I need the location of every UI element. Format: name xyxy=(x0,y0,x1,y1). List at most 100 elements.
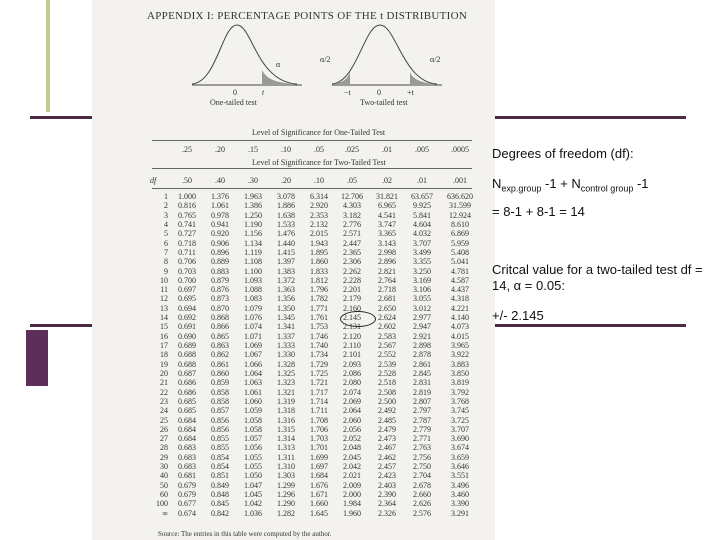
value-cell: 0.855 xyxy=(211,434,229,444)
value-cell: 3.291 xyxy=(451,508,469,518)
value-cell: 1.064 xyxy=(244,368,262,378)
value-cell: 0.683 xyxy=(178,443,196,453)
two-tailed-level: .01 xyxy=(417,176,427,185)
value-cell: 0.686 xyxy=(178,387,196,397)
value-cell: 0.688 xyxy=(178,350,196,360)
df-cell: 100 xyxy=(156,499,168,509)
value-cell: 1.708 xyxy=(310,415,328,425)
df-cell: 50 xyxy=(160,480,168,490)
value-cell: 1.699 xyxy=(310,452,328,462)
value-cell: 2.552 xyxy=(378,350,396,360)
value-cell: 1.660 xyxy=(310,499,328,509)
value-cell: 3.674 xyxy=(451,443,469,453)
value-cell: 1.376 xyxy=(211,192,229,201)
curve-caption: One-tailed test xyxy=(210,98,257,107)
two-tailed-level: .10 xyxy=(314,176,324,185)
value-cell: 1.316 xyxy=(277,415,295,425)
value-cell: 0.689 xyxy=(178,341,196,351)
two-tailed-level: .30 xyxy=(248,176,258,185)
value-cell: 2.920 xyxy=(310,201,328,211)
df-cell: 18 xyxy=(160,350,168,360)
value-cell: 31.599 xyxy=(449,201,471,211)
value-cell: 1.050 xyxy=(244,471,262,481)
value-cell: 4.318 xyxy=(451,294,469,304)
value-cell: 2.831 xyxy=(413,378,431,388)
value-cell: 2.845 xyxy=(413,368,431,378)
formula-part: -1 xyxy=(633,176,649,191)
value-cell: 3.365 xyxy=(378,229,396,239)
value-cell: 2.567 xyxy=(378,341,396,351)
value-cell: 2.423 xyxy=(378,471,396,481)
value-cell: 2.048 xyxy=(343,443,361,453)
value-cell: 2.060 xyxy=(343,415,361,425)
value-cell: 1.299 xyxy=(277,480,295,490)
value-cell: 3.055 xyxy=(413,294,431,304)
value-cell: 2.326 xyxy=(378,508,396,518)
value-cell: 1.943 xyxy=(310,238,328,248)
value-cell: 2.467 xyxy=(378,443,396,453)
value-cell: 1.290 xyxy=(277,499,295,509)
value-cell: 1.645 xyxy=(310,508,328,518)
value-cell: 4.221 xyxy=(451,303,469,313)
value-cell: 1.895 xyxy=(310,247,328,257)
value-cell: 1.313 xyxy=(277,443,295,453)
value-cell: 0.694 xyxy=(178,303,196,313)
value-cell: 2.819 xyxy=(413,387,431,397)
value-cell: 0.816 xyxy=(178,201,196,211)
df-cell: 28 xyxy=(160,443,168,453)
value-cell: 1.314 xyxy=(277,434,295,444)
value-cell: 2.364 xyxy=(378,499,396,509)
value-cell: 1.061 xyxy=(244,387,262,397)
value-cell: 2.878 xyxy=(413,350,431,360)
value-cell: 0.896 xyxy=(211,247,229,257)
value-cell: 1.093 xyxy=(244,275,262,285)
value-cell: 2.021 xyxy=(343,471,361,481)
value-cell: 0.685 xyxy=(178,396,196,406)
value-cell: 1.721 xyxy=(310,378,328,388)
source-note: Source: The entries in this table were c… xyxy=(158,530,332,538)
value-cell: 0.684 xyxy=(178,424,196,434)
value-cell: 1.337 xyxy=(277,331,295,341)
curve-caption: Two-tailed test xyxy=(360,98,408,107)
value-cell: 2.042 xyxy=(343,462,361,472)
value-cell: 0.855 xyxy=(211,443,229,453)
df-cell: 8 xyxy=(164,257,168,267)
value-cell: 1.318 xyxy=(277,406,295,416)
value-cell: 2.539 xyxy=(378,359,396,369)
value-cell: 0.727 xyxy=(178,229,196,239)
value-cell: 1.088 xyxy=(244,285,262,295)
value-cell: 1.860 xyxy=(310,257,328,267)
value-cell: 1.303 xyxy=(277,471,295,481)
two-tailed-level: .001 xyxy=(453,176,467,185)
df-cell: 21 xyxy=(160,378,168,388)
df-cell: 9 xyxy=(164,266,168,276)
df-cell: 6 xyxy=(164,238,168,248)
value-cell: 2.064 xyxy=(343,406,361,416)
curve-label: 0 xyxy=(233,88,237,97)
two-tailed-level: .20 xyxy=(281,176,291,185)
value-cell: 2.998 xyxy=(378,247,396,257)
value-cell: 1.697 xyxy=(310,462,328,472)
curve-label: α/2 xyxy=(430,55,441,64)
value-cell: 4.303 xyxy=(343,201,361,211)
value-cell: 2.131 xyxy=(343,322,361,332)
curve-label: α xyxy=(276,60,281,69)
value-cell: 1.671 xyxy=(310,490,328,500)
curve-label: +t xyxy=(407,88,414,97)
formula: Nexp.group -1 + Ncontrol group -1 xyxy=(492,176,707,197)
df-cell: 10 xyxy=(160,275,168,285)
value-cell: 0.674 xyxy=(178,508,196,518)
two-tailed-level: .05 xyxy=(347,176,357,185)
curves xyxy=(191,24,442,86)
df-cell: 60 xyxy=(160,490,168,500)
df-cell: 30 xyxy=(160,462,168,472)
one-tailed-level: .25 xyxy=(182,145,192,154)
value-cell: 1.753 xyxy=(310,322,328,332)
value-cell: 3.078 xyxy=(277,192,295,201)
value-cell: 2.179 xyxy=(343,294,361,304)
value-cell: 3.499 xyxy=(413,247,431,257)
value-cell: 3.707 xyxy=(451,424,469,434)
df-cell: 26 xyxy=(160,424,168,434)
curve-label: t xyxy=(262,88,265,97)
value-cell: 4.541 xyxy=(378,210,396,220)
